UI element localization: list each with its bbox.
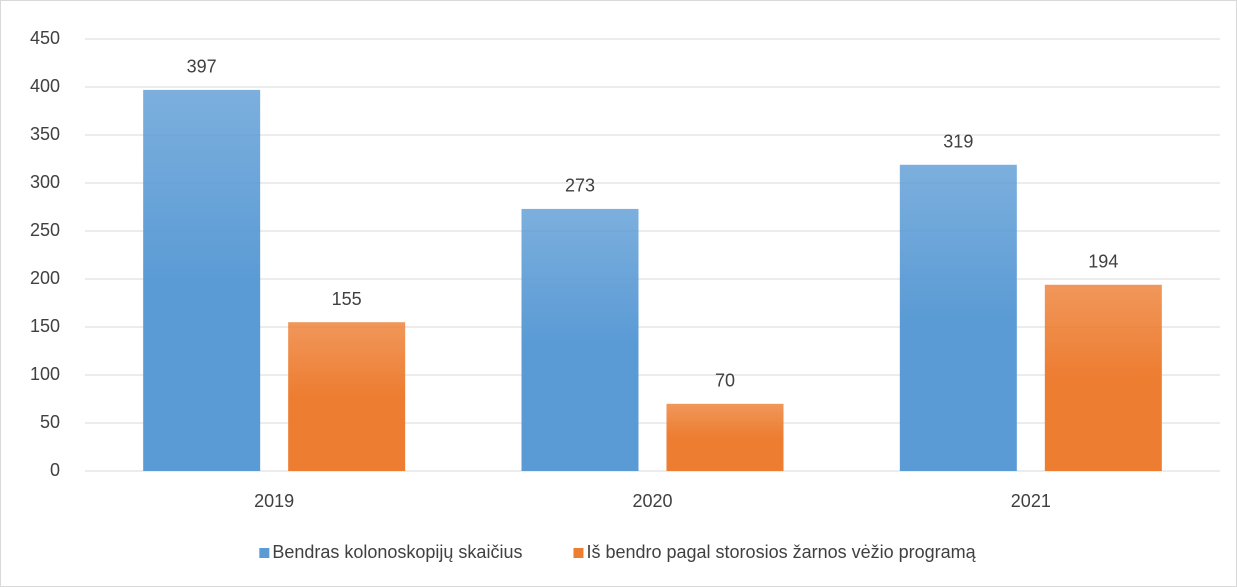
x-tick-label: 2020: [632, 491, 672, 511]
data-label: 194: [1088, 252, 1118, 272]
data-label: 155: [332, 289, 362, 309]
x-tick-label: 2021: [1011, 491, 1051, 511]
x-tick-label: 2019: [254, 491, 294, 511]
data-label: 70: [715, 371, 735, 391]
y-tick-label: 250: [30, 220, 60, 240]
legend-label: Bendras kolonoskopijų skaičius: [272, 542, 522, 562]
y-tick-label: 150: [30, 316, 60, 336]
y-tick-label: 100: [30, 364, 60, 384]
data-label: 397: [187, 57, 217, 77]
legend-label: Iš bendro pagal storosios žarnos vėžio p…: [586, 542, 976, 562]
bar: [899, 164, 1017, 471]
y-tick-label: 350: [30, 124, 60, 144]
y-tick-label: 400: [30, 76, 60, 96]
y-tick-label: 200: [30, 268, 60, 288]
bar: [666, 403, 784, 471]
data-label: 319: [943, 132, 973, 152]
legend-swatch: [259, 548, 270, 558]
y-tick-label: 450: [30, 28, 60, 48]
bar: [143, 89, 261, 471]
legend-swatch: [573, 548, 584, 558]
data-label: 273: [565, 176, 595, 196]
bar: [1044, 284, 1162, 471]
y-tick-label: 50: [40, 412, 60, 432]
y-tick-label: 0: [50, 460, 60, 480]
y-tick-label: 300: [30, 172, 60, 192]
bar: [288, 322, 406, 471]
bar: [521, 208, 639, 472]
